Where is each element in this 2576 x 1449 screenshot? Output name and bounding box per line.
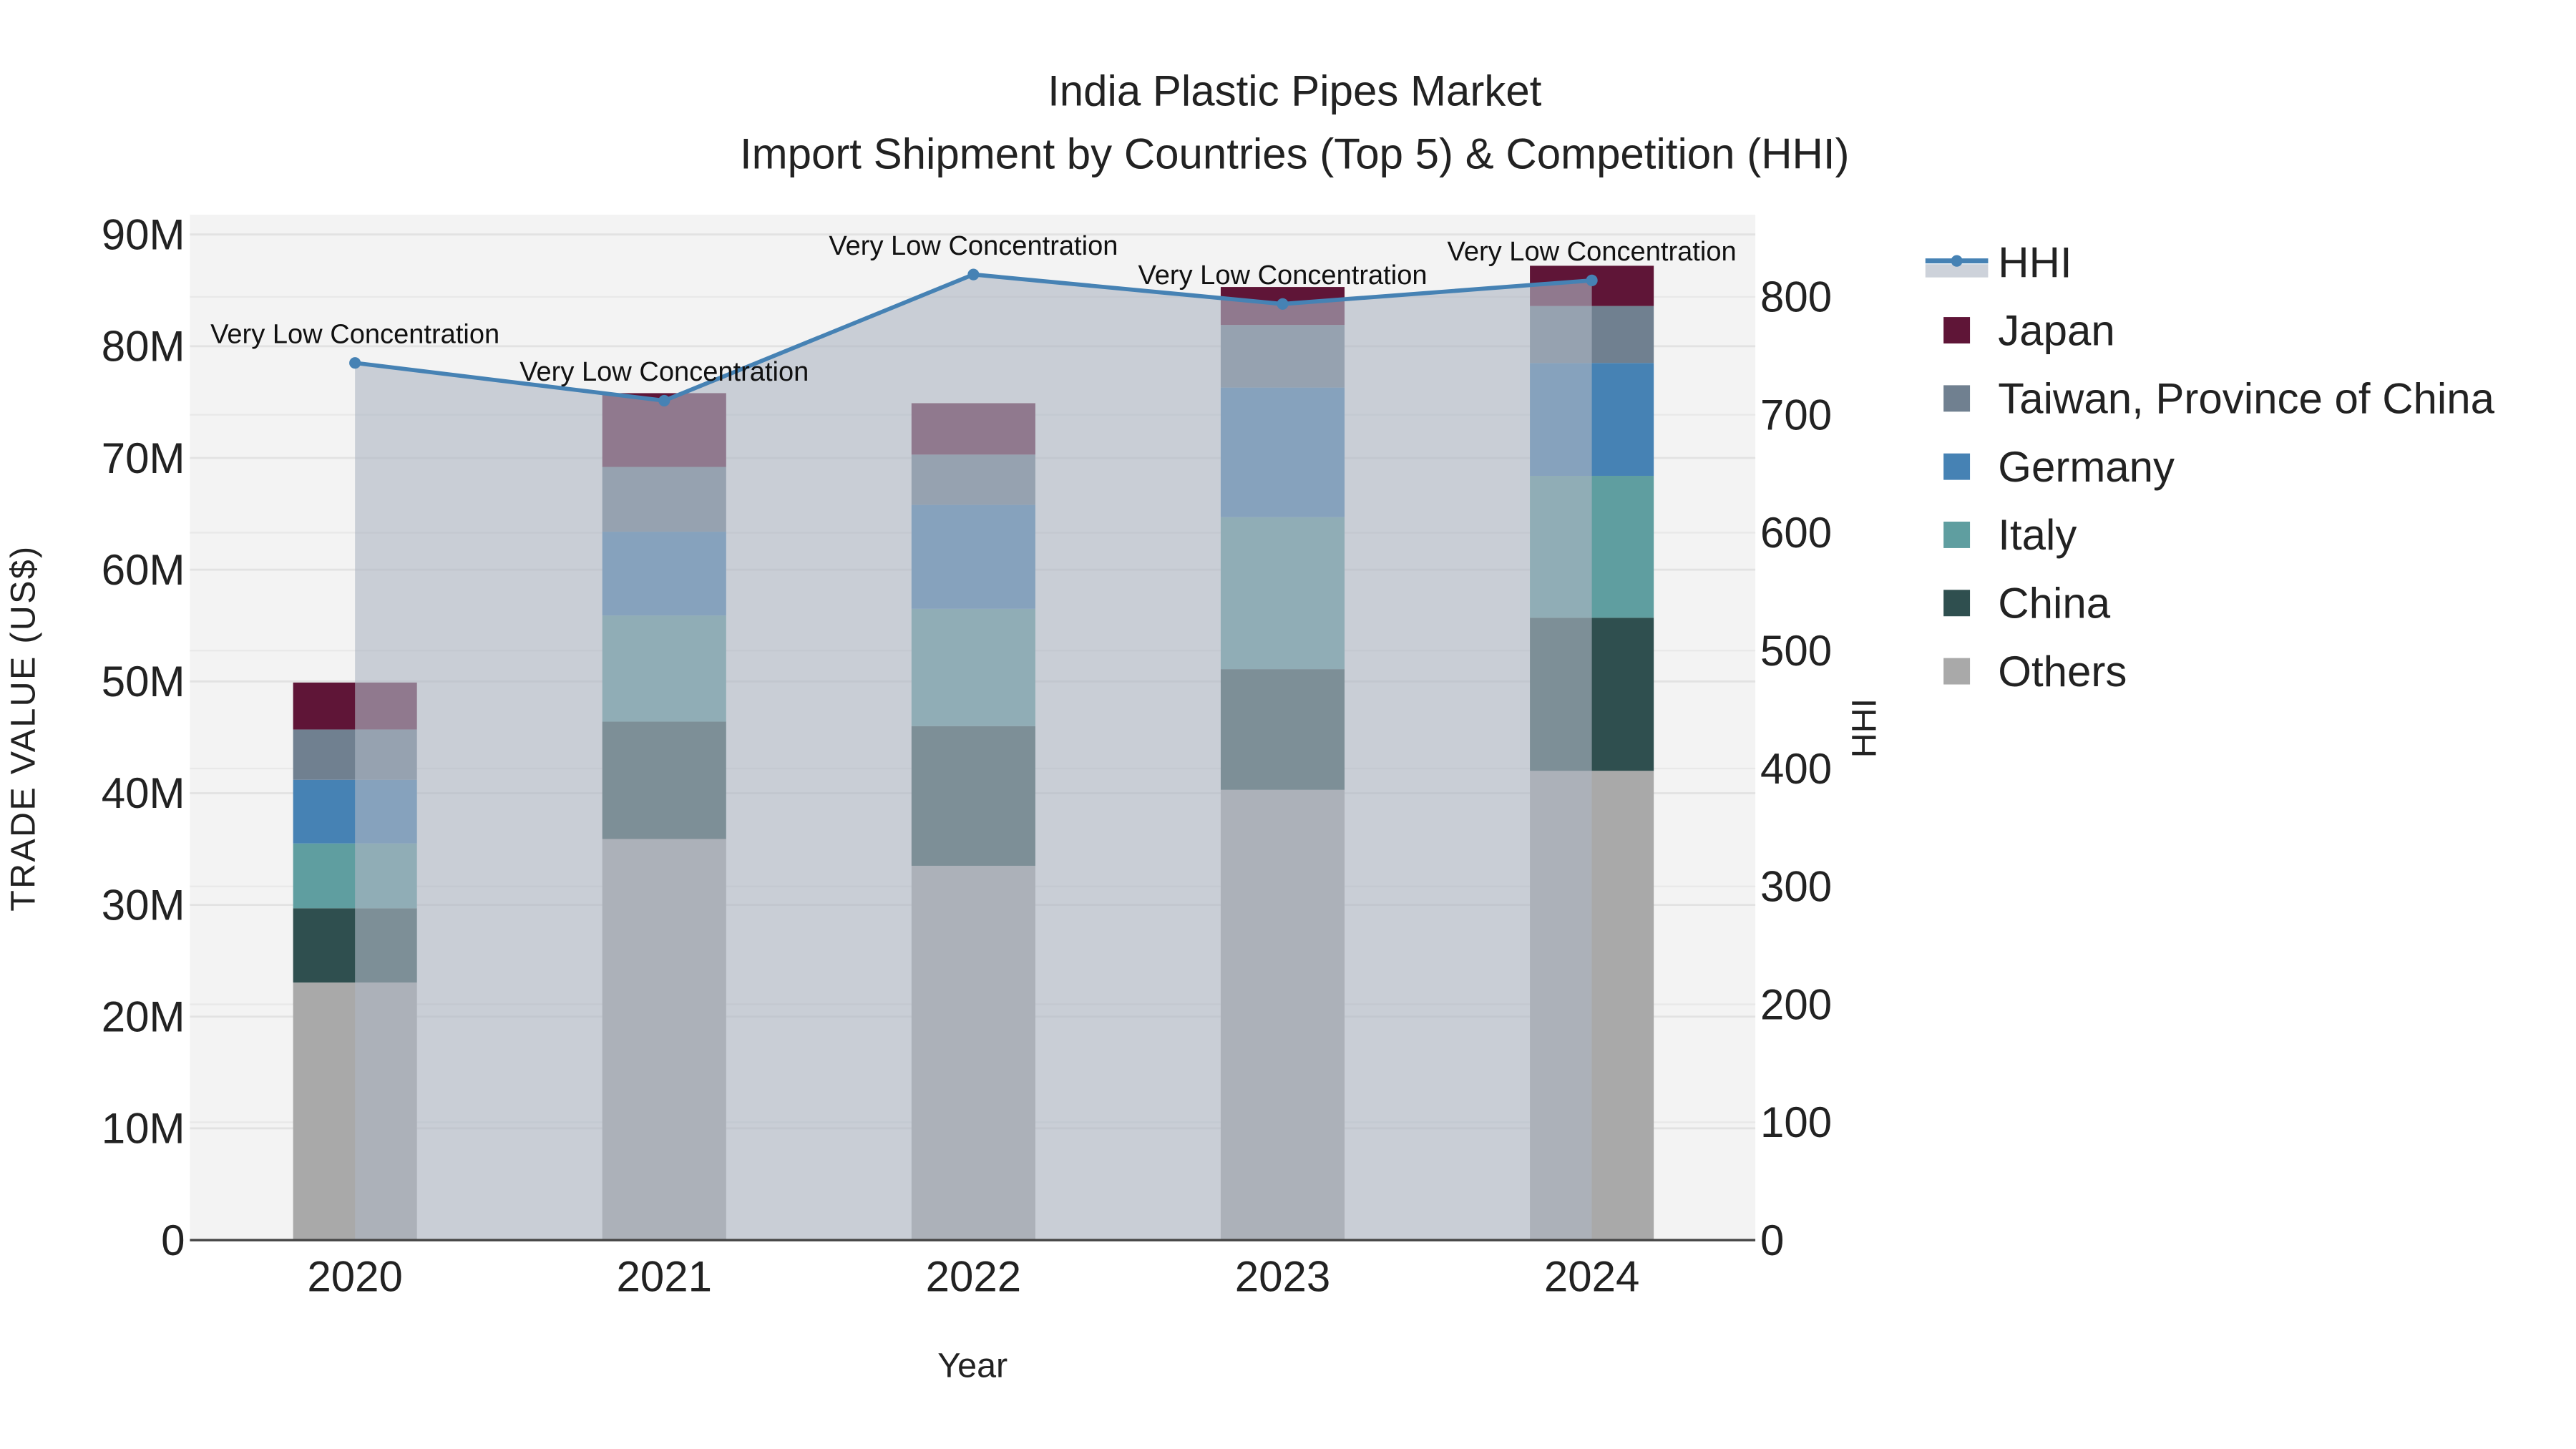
y2-tick-label: 100 — [1760, 1098, 1832, 1146]
y2-tick-label: 500 — [1760, 627, 1832, 675]
hhi-area — [355, 274, 1592, 1241]
chart-subtitle: Import Shipment by Countries (Top 5) & C… — [740, 130, 1850, 177]
legend-label: Germany — [1998, 443, 2175, 491]
legend-label: Taiwan, Province of China — [1998, 375, 2494, 423]
hhi-annotation: Very Low Concentration — [829, 231, 1118, 261]
legend-hhi-marker-icon — [1951, 255, 1963, 267]
y-tick-label: 20M — [102, 993, 185, 1041]
y-axis-ticks: 0 10M 20M 30M 40M 50M 60M 70M 80M 90M — [102, 210, 185, 1264]
legend-label-hhi: HHI — [1998, 239, 2072, 287]
hhi-annotation: Very Low Concentration — [1448, 237, 1737, 267]
y-axis-label: TRADE VALUE (US$) — [4, 545, 42, 912]
legend-swatch-icon — [1943, 658, 1971, 685]
legend-swatch-icon — [1943, 453, 1971, 480]
hhi-point-2021 — [658, 394, 670, 406]
y2-tick-label: 400 — [1760, 745, 1832, 793]
y-tick-label: 30M — [102, 881, 185, 929]
legend-label: Japan — [1998, 306, 2114, 354]
y2-axis-label: HHI — [1845, 698, 1884, 758]
x-tick-label: 2023 — [1235, 1253, 1330, 1301]
y2-tick-label: 300 — [1760, 863, 1832, 911]
hhi-annotation: Very Low Concentration — [1138, 260, 1427, 291]
y-tick-label: 0 — [161, 1216, 185, 1264]
chart-title: India Plastic Pipes Market — [1048, 67, 1542, 115]
x-axis-ticks: 2020 2021 2022 2023 2024 — [307, 1253, 1639, 1301]
y-tick-label: 40M — [102, 769, 185, 817]
x-tick-label: 2022 — [926, 1253, 1021, 1301]
x-tick-label: 2024 — [1544, 1253, 1639, 1301]
legend: HHI Japan Taiwan, Province of China Germany… — [1925, 239, 2495, 696]
y-tick-label: 90M — [102, 210, 185, 258]
hhi-point-2022 — [967, 268, 980, 280]
y2-tick-label: 200 — [1760, 980, 1832, 1028]
legend-label: Italy — [1998, 511, 2077, 559]
legend-hhi-area-icon — [1925, 264, 1989, 278]
legend-swatch-icon — [1943, 590, 1971, 617]
y-tick-label: 10M — [102, 1105, 185, 1153]
x-axis-label: Year — [937, 1347, 1008, 1385]
y-tick-label: 50M — [102, 658, 185, 706]
hhi-point-2024 — [1586, 274, 1598, 286]
legend-swatch-icon — [1943, 317, 1971, 343]
y2-tick-label: 0 — [1760, 1216, 1784, 1264]
y2-tick-label: 800 — [1760, 273, 1832, 321]
hhi-annotation: Very Low Concentration — [210, 320, 499, 350]
y2-tick-label: 700 — [1760, 391, 1832, 439]
legend-swatch-icon — [1943, 385, 1971, 412]
hhi-annotation: Very Low Concentration — [519, 357, 809, 387]
y2-tick-label: 600 — [1760, 509, 1832, 557]
y-tick-label: 60M — [102, 546, 185, 594]
hhi-series: Very Low Concentration Very Low Concentra… — [210, 231, 1737, 1241]
hhi-point-2023 — [1277, 298, 1289, 310]
legend-swatch-icon — [1943, 522, 1971, 548]
legend-label: Others — [1998, 648, 2127, 696]
x-tick-label: 2021 — [617, 1253, 712, 1301]
y-tick-label: 80M — [102, 323, 185, 371]
y2-axis-ticks: 0 100 200 300 400 500 600 700 800 — [1760, 273, 1832, 1264]
legend-label: China — [1998, 580, 2110, 628]
hhi-point-2020 — [349, 357, 361, 369]
x-tick-label: 2020 — [307, 1253, 402, 1301]
y-tick-label: 70M — [102, 434, 185, 482]
